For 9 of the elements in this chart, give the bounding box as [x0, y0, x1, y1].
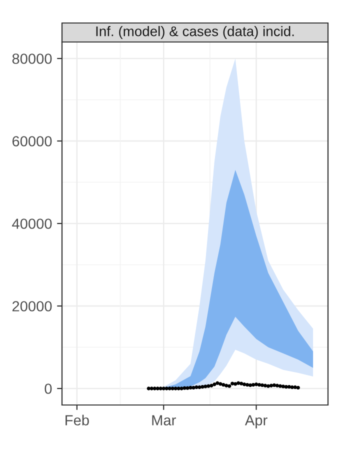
- y-tick-label: 20000: [12, 301, 52, 312]
- x-tick-label: Apr: [244, 415, 268, 428]
- x-tick-label: Mar: [152, 415, 176, 426]
- chart-title: Inf. (model) & cases (data) incid.: [96, 26, 294, 39]
- y-tick-label: 60000: [12, 136, 52, 146]
- y-tick-label: 80000: [12, 54, 52, 64]
- y-tick-label: 40000: [12, 218, 52, 229]
- y-tick-label: 0: [44, 384, 52, 394]
- x-tick-label: Feb: [66, 414, 89, 426]
